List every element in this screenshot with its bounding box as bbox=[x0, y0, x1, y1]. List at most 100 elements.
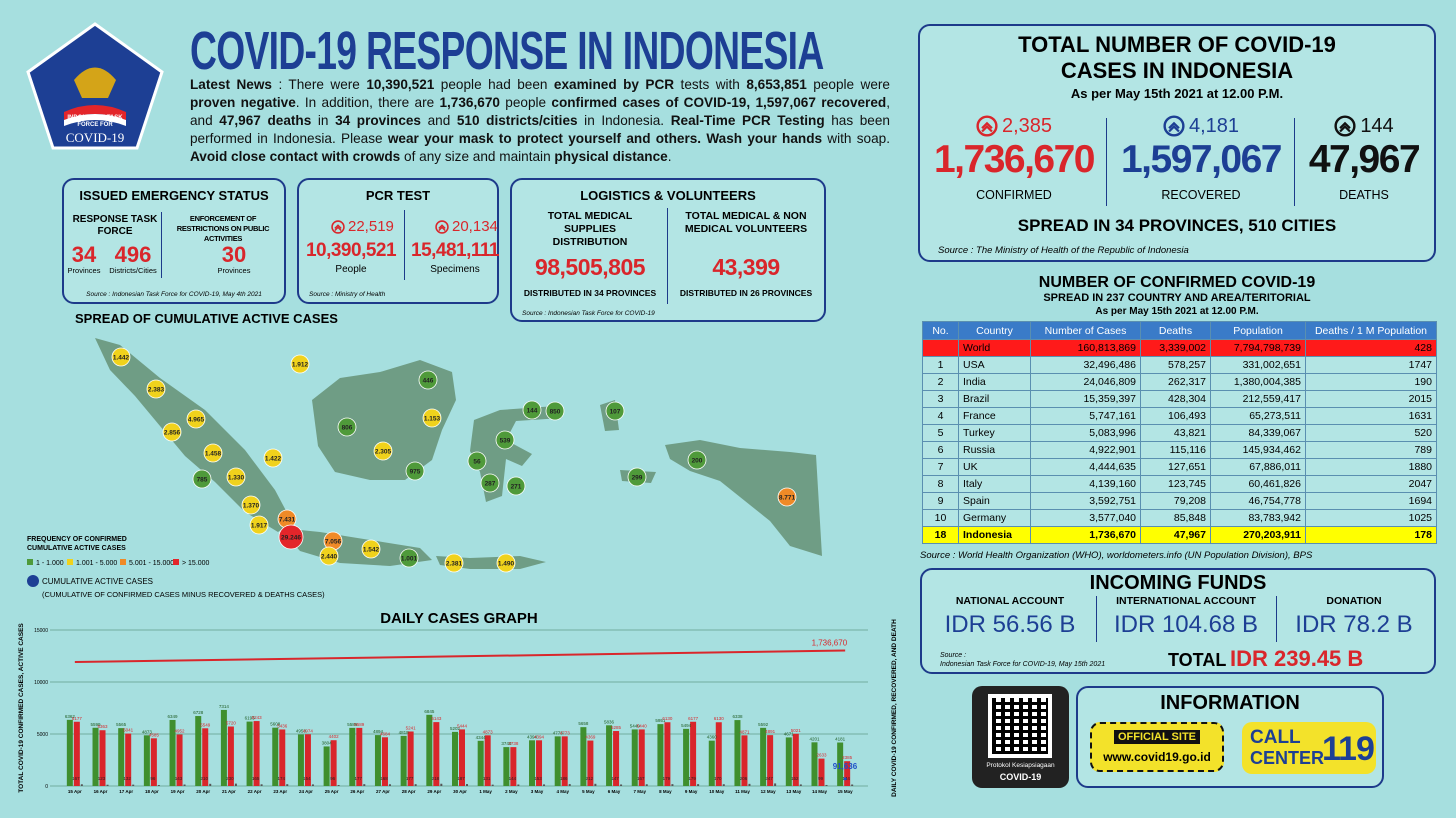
bar bbox=[132, 784, 135, 786]
map-marker bbox=[186, 409, 206, 429]
value-label: 6193 bbox=[245, 716, 256, 721]
fund-value: IDR 104.68 B bbox=[1113, 611, 1259, 638]
table-cell: 67,886,011 bbox=[1210, 458, 1306, 476]
bar bbox=[785, 737, 792, 786]
x-tick-label: 6 May bbox=[608, 789, 621, 794]
value-label: 6349 bbox=[168, 714, 179, 719]
marker-label: 200 bbox=[692, 458, 703, 465]
value-label: 5494 bbox=[681, 723, 692, 728]
bar bbox=[760, 727, 767, 786]
value-label: 2633 bbox=[816, 753, 827, 758]
bar bbox=[580, 727, 587, 786]
up-icon bbox=[1163, 115, 1185, 137]
value-label: 6143 bbox=[431, 716, 442, 721]
bar bbox=[606, 725, 613, 786]
delta: 2,385 bbox=[1001, 114, 1053, 137]
map-marker bbox=[405, 461, 425, 481]
funds-panel: INCOMING FUNDS NATIONAL ACCOUNT IDR 56.56 … bbox=[920, 568, 1436, 674]
total-label: TOTAL bbox=[1168, 650, 1227, 670]
news-text: 510 districts/cities bbox=[456, 113, 578, 128]
table-cell: 428 bbox=[1305, 339, 1437, 357]
table-cell: 106,493 bbox=[1140, 407, 1211, 425]
island bbox=[312, 360, 456, 480]
table-cell: 6 bbox=[922, 441, 959, 459]
stat-label: Specimens bbox=[430, 264, 480, 275]
table-cell: 65,273,511 bbox=[1210, 407, 1306, 425]
stat-value: 34 bbox=[71, 242, 97, 267]
bar bbox=[543, 784, 546, 786]
world-table: No. Country Number of Cases Deaths Populatio… bbox=[922, 321, 1437, 544]
qr-caption: Protokol Kesiapsiagaan bbox=[986, 762, 1055, 769]
up-icon bbox=[435, 220, 449, 234]
panel-title: INFORMATION bbox=[1160, 692, 1300, 714]
table-cell: 1,380,004,385 bbox=[1210, 373, 1306, 391]
axis-label: TOTAL COVID-19 CONFIRMED CASES, ACTIVE C… bbox=[18, 623, 25, 793]
news-text: 34 provinces bbox=[335, 113, 421, 128]
stat-value: 30 bbox=[221, 242, 247, 267]
value-label: 6177 bbox=[688, 716, 699, 721]
bar bbox=[510, 747, 517, 786]
island bbox=[280, 528, 432, 566]
x-tick-label: 1 May bbox=[479, 789, 492, 794]
value-label: 4873 bbox=[142, 729, 153, 734]
table-cell: 127,651 bbox=[1140, 458, 1211, 476]
bar bbox=[748, 783, 751, 786]
map-marker bbox=[290, 354, 310, 374]
x-tick-label: 21 Apr bbox=[222, 789, 236, 794]
value-label: 4953 bbox=[296, 728, 307, 733]
column-label: RESPONSE TASK FORCE bbox=[72, 214, 158, 237]
value-label: 6130 bbox=[714, 716, 725, 721]
news-text: has been performed in Indonesia. Please bbox=[190, 113, 890, 146]
legend-title: FREQUENCY OF CONFIRMED bbox=[27, 536, 127, 543]
news-text: and bbox=[421, 113, 457, 128]
marker-label: 850 bbox=[550, 409, 561, 416]
island bbox=[95, 338, 292, 532]
bar bbox=[73, 721, 80, 786]
news: Latest News : There were 10,390,521 peop… bbox=[190, 76, 890, 166]
x-tick-label: 23 Apr bbox=[273, 789, 287, 794]
table-cell: 47,967 bbox=[1140, 526, 1211, 544]
bar bbox=[818, 758, 825, 786]
cumulative-line bbox=[74, 649, 846, 664]
bar bbox=[311, 784, 314, 786]
value-label: 5608 bbox=[270, 722, 281, 727]
table-cell: 3,577,040 bbox=[1030, 509, 1141, 527]
bar bbox=[690, 721, 697, 786]
marker-label: 107 bbox=[610, 409, 621, 416]
stat-label: People bbox=[335, 264, 367, 275]
news-text: proven negative bbox=[190, 95, 296, 110]
bar bbox=[253, 721, 260, 786]
call-number: 119 bbox=[1322, 730, 1375, 768]
x-tick-label: 10 May bbox=[709, 789, 725, 794]
table-cell: 789 bbox=[1305, 441, 1437, 459]
news-text: people were bbox=[806, 77, 890, 92]
table-row: 1 USA 32,496,486 578,257 331,002,651 1747 bbox=[922, 356, 1437, 374]
value-label: 174 bbox=[278, 776, 286, 781]
bar bbox=[92, 727, 99, 786]
map-marker bbox=[337, 417, 357, 437]
legend-label: > 15.000 bbox=[182, 560, 210, 567]
marker-label: 287 bbox=[485, 481, 496, 488]
x-tick-label: 20 Apr bbox=[196, 789, 210, 794]
map-marker bbox=[418, 370, 438, 390]
stat-label: CONFIRMED bbox=[976, 188, 1052, 202]
table-cell: 4 bbox=[922, 407, 959, 425]
marker-label: 7.056 bbox=[325, 539, 342, 546]
map-marker bbox=[422, 408, 442, 428]
value-label: 212 bbox=[586, 776, 594, 781]
bar bbox=[66, 719, 73, 786]
bar bbox=[774, 783, 777, 786]
source: Source : Ministry of Health bbox=[309, 291, 386, 298]
marker-label: 1.442 bbox=[113, 355, 130, 362]
bar bbox=[195, 716, 202, 786]
table-cell: Indonesia bbox=[958, 526, 1031, 544]
map-marker bbox=[480, 473, 500, 493]
table-cell: 18 bbox=[922, 526, 959, 544]
map-marker bbox=[241, 495, 261, 515]
value-label: 5658 bbox=[578, 721, 589, 726]
table-cell: 520 bbox=[1305, 424, 1437, 442]
table-cell: 7 bbox=[922, 458, 959, 476]
x-tick-label: 12 May bbox=[761, 789, 777, 794]
value-label: 6338 bbox=[732, 714, 743, 719]
